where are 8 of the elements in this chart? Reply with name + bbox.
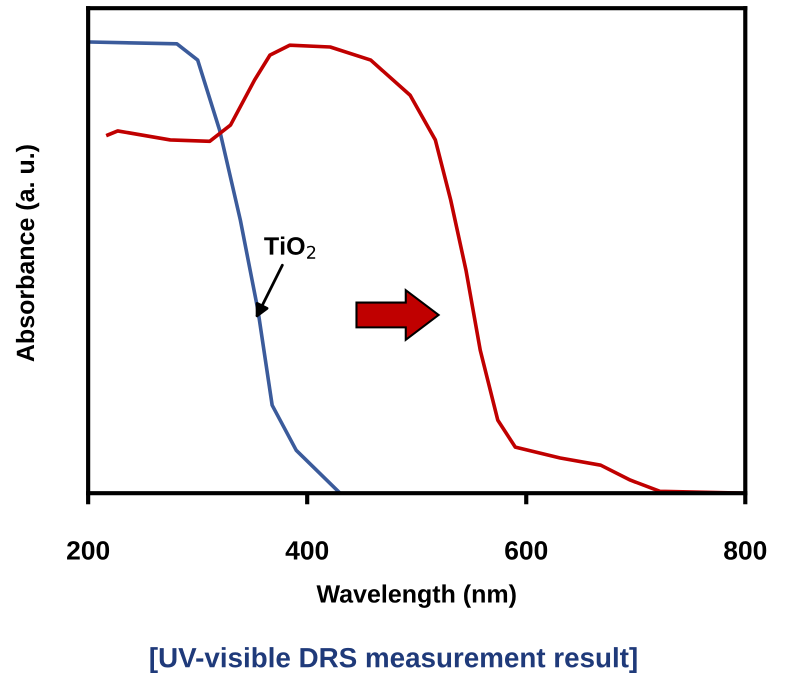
y-axis-title: Absorbance (a. u.) <box>16 145 40 362</box>
x-tick-label: 600 <box>505 541 548 560</box>
x-axis-title: Wavelength (nm) <box>316 584 516 608</box>
text: [UV-visible DRS measurement result] <box>150 647 637 674</box>
x-tick-label: 800 <box>724 541 766 560</box>
x-tick-label: 400 <box>286 541 328 560</box>
x-tick-label: 200 <box>67 541 110 560</box>
annotation: TiO$_{2}$ <box>264 236 316 259</box>
